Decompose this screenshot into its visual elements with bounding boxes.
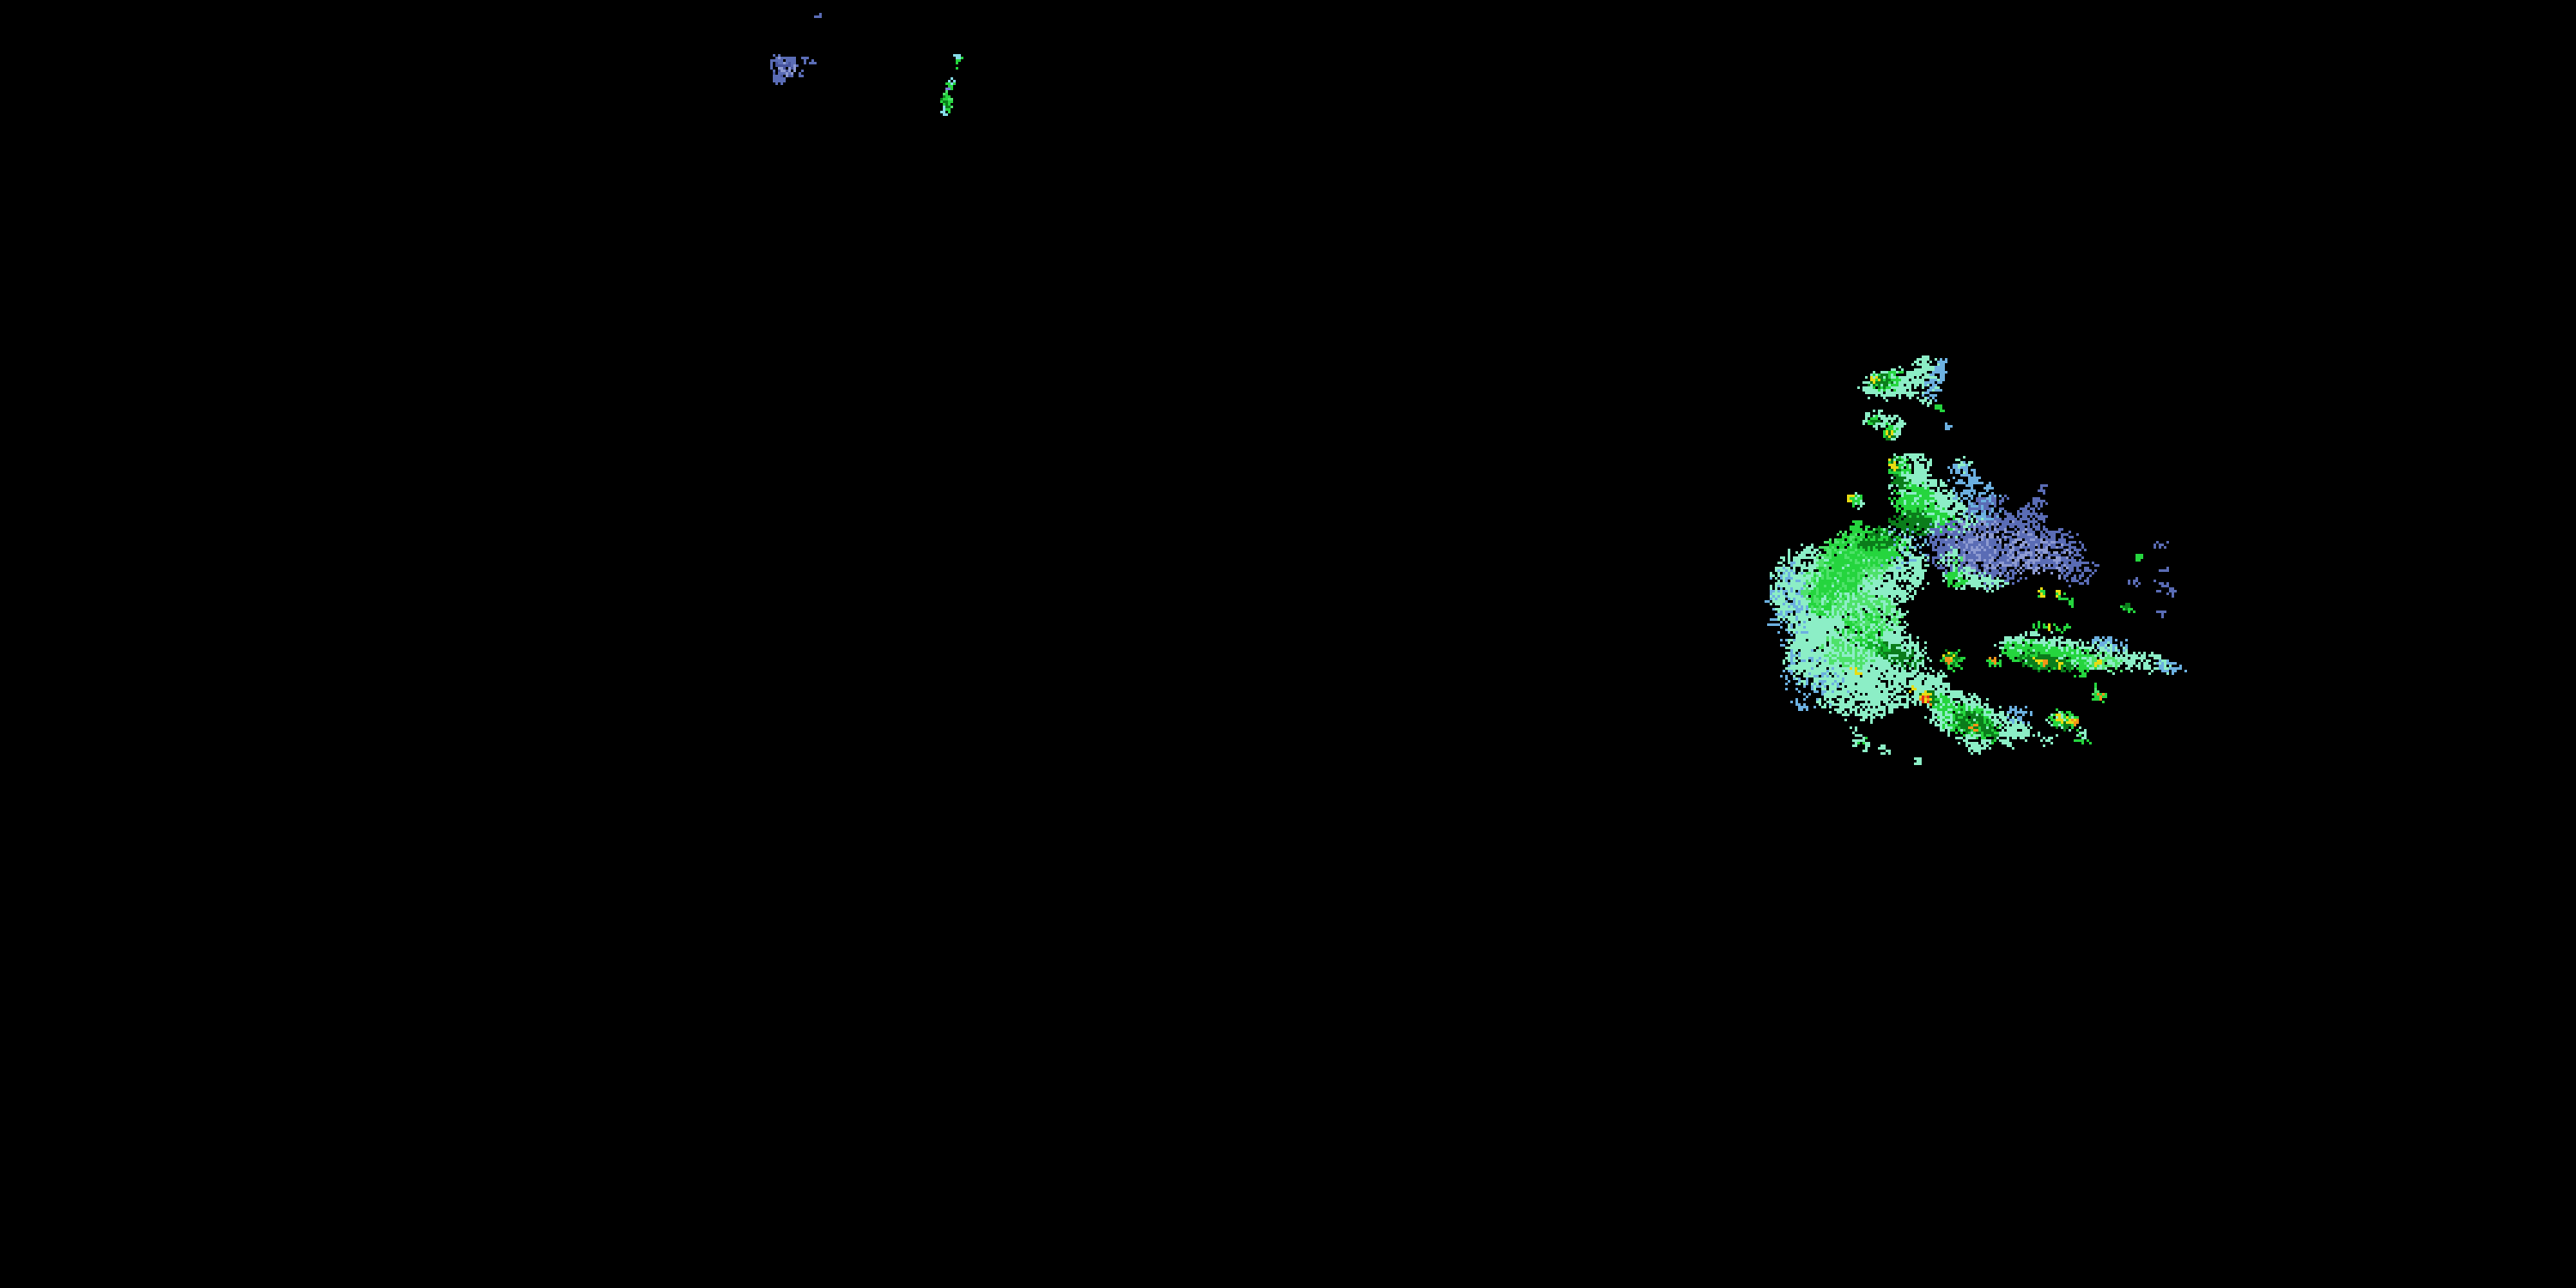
- precipitation-radar-layer: [0, 0, 2576, 1288]
- radar-map: [0, 0, 2576, 1288]
